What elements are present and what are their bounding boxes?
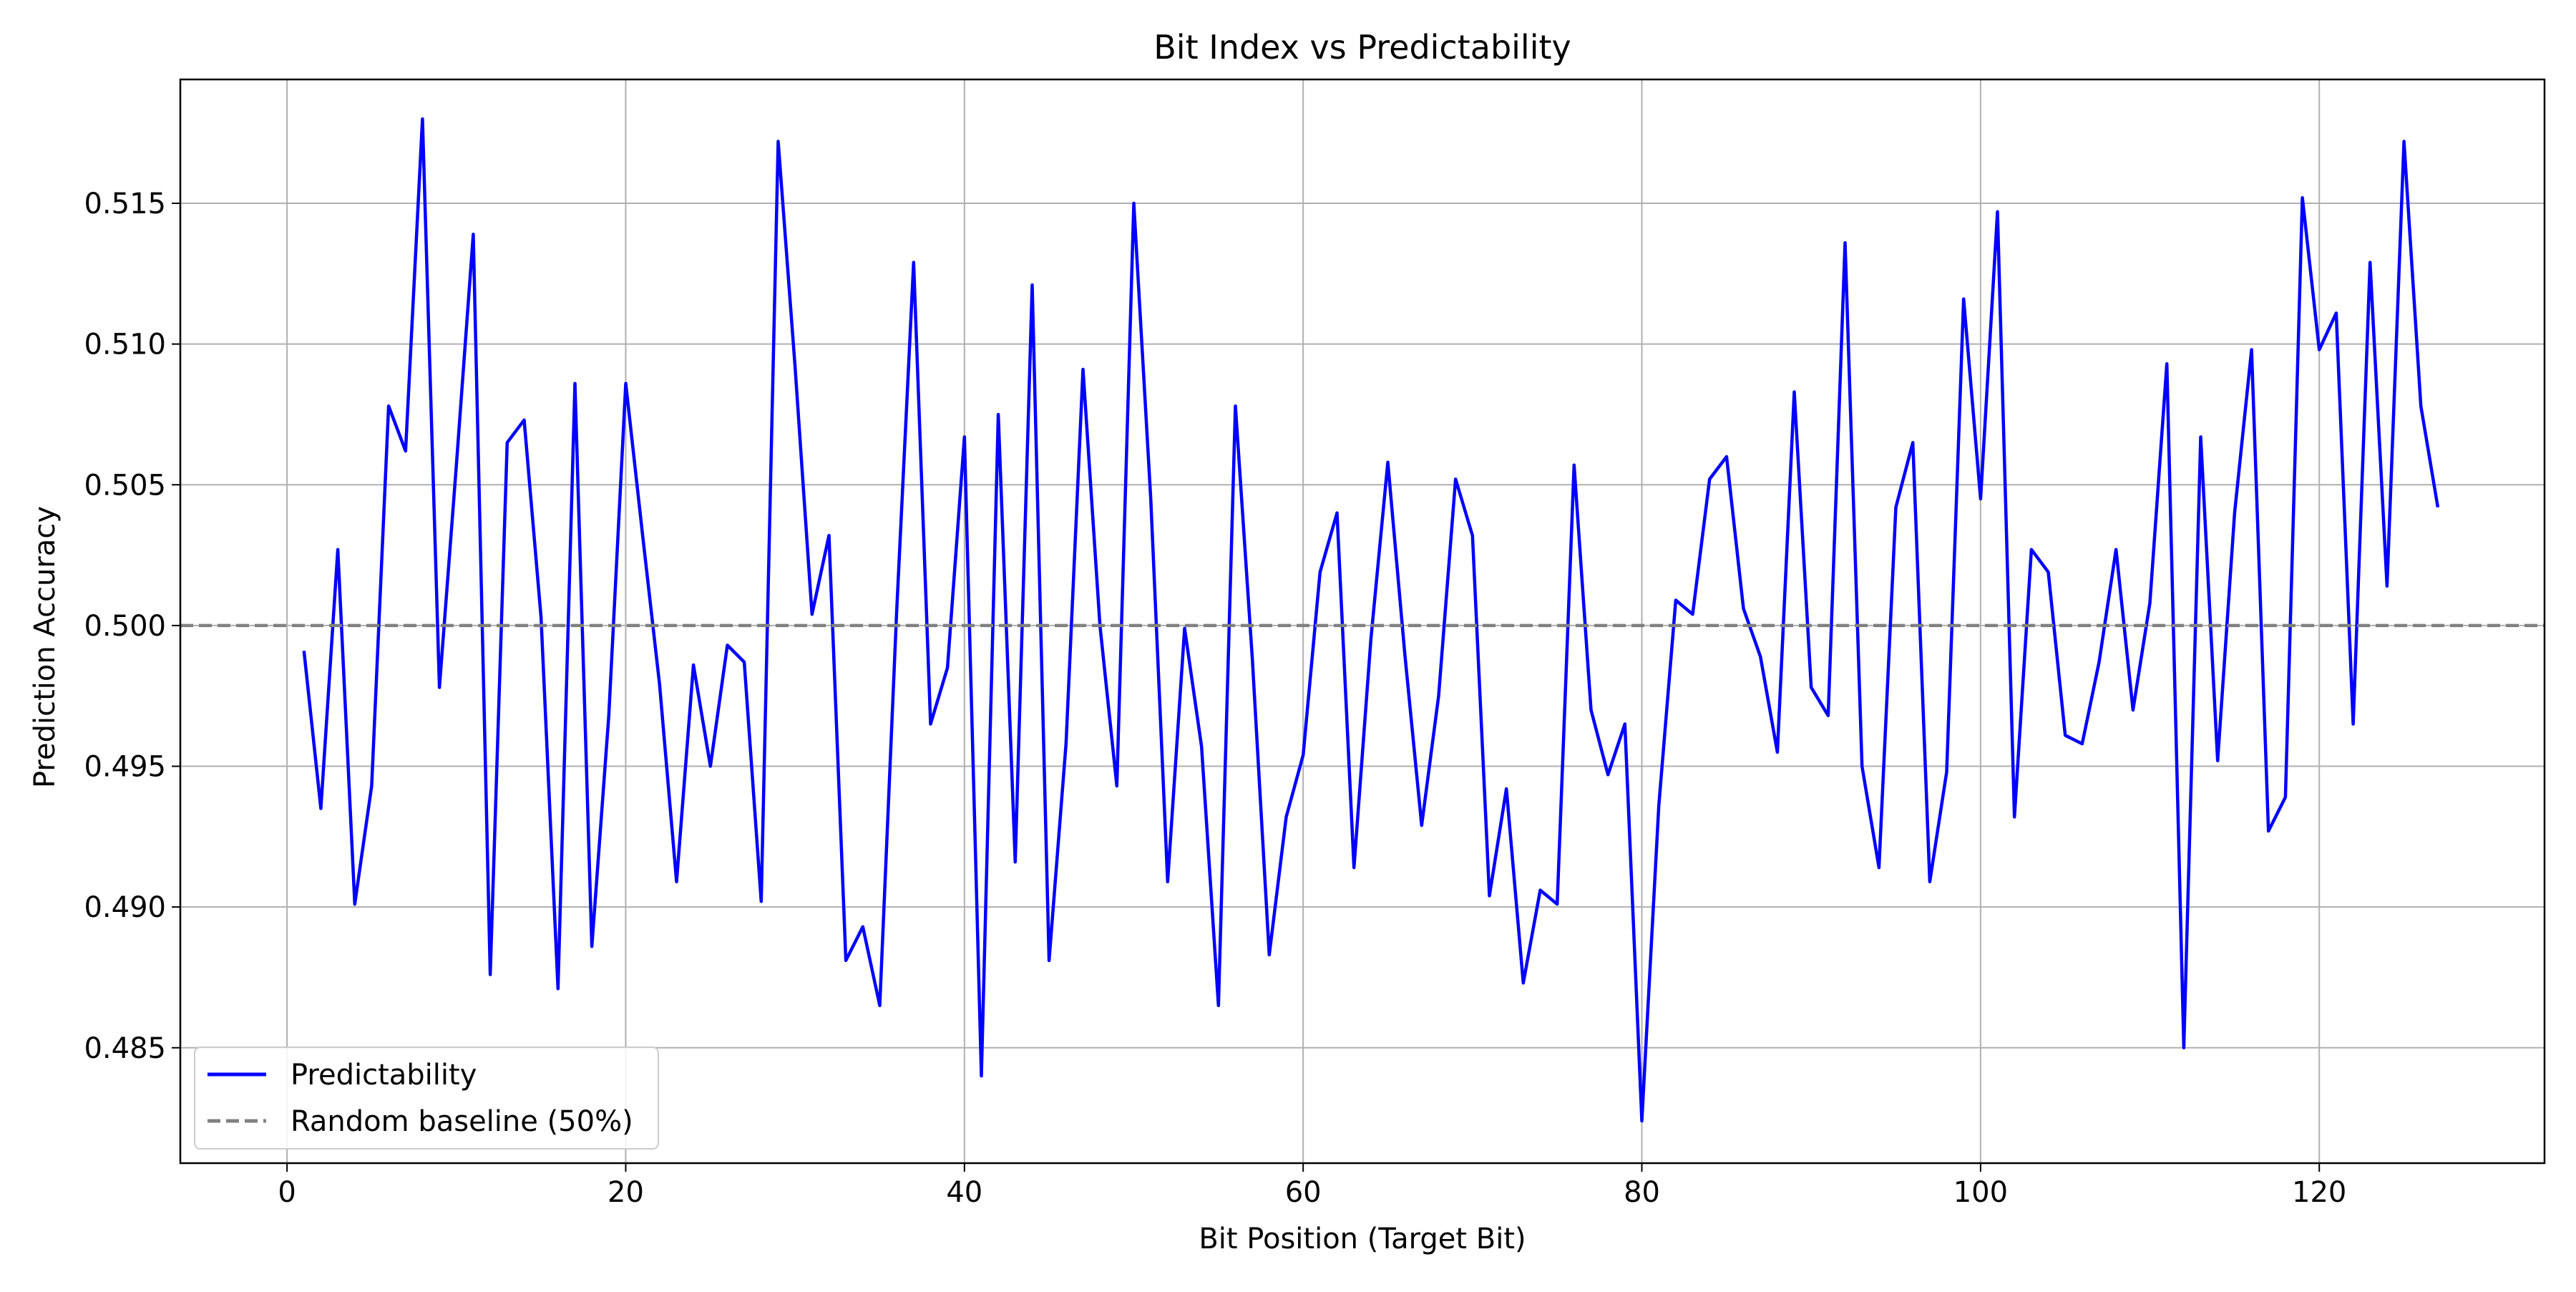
x-tick-label: 20 xyxy=(608,1176,644,1209)
series-layer xyxy=(180,117,2545,1123)
chart-title: Bit Index vs Predictability xyxy=(1153,28,1571,67)
legend-label-baseline: Random baseline (50%) xyxy=(291,1105,633,1138)
y-axis-label: Prediction Accuracy xyxy=(29,506,62,788)
y-tick-label: 0.510 xyxy=(84,329,166,361)
legend: Predictability Random baseline (50%) xyxy=(194,1046,659,1150)
x-tick-label: 40 xyxy=(946,1176,982,1209)
y-tick-label: 0.485 xyxy=(84,1032,166,1065)
ticks: 0 20 40 60 80 100 120 0.485 0.490 0.495 0.500 0.505… xyxy=(84,188,2346,1209)
legend-label-predictability: Predictability xyxy=(291,1059,477,1092)
x-tick-label: 60 xyxy=(1285,1176,1322,1209)
x-tick-label: 100 xyxy=(1953,1176,2008,1209)
y-tick-label: 0.490 xyxy=(84,891,166,924)
x-axis-label: Bit Position (Target Bit) xyxy=(1199,1223,1526,1255)
legend-box xyxy=(194,1046,659,1150)
x-tick-label: 0 xyxy=(278,1176,296,1209)
x-tick-label: 120 xyxy=(2292,1176,2346,1209)
y-tick-label: 0.495 xyxy=(84,751,166,784)
plot-frame xyxy=(179,78,2546,1165)
predictability-line xyxy=(302,117,2440,1123)
y-tick-label: 0.505 xyxy=(84,469,166,502)
y-tick-label: 0.515 xyxy=(84,188,166,220)
y-tick-label: 0.500 xyxy=(84,610,166,643)
x-tick-label: 80 xyxy=(1624,1176,1660,1209)
